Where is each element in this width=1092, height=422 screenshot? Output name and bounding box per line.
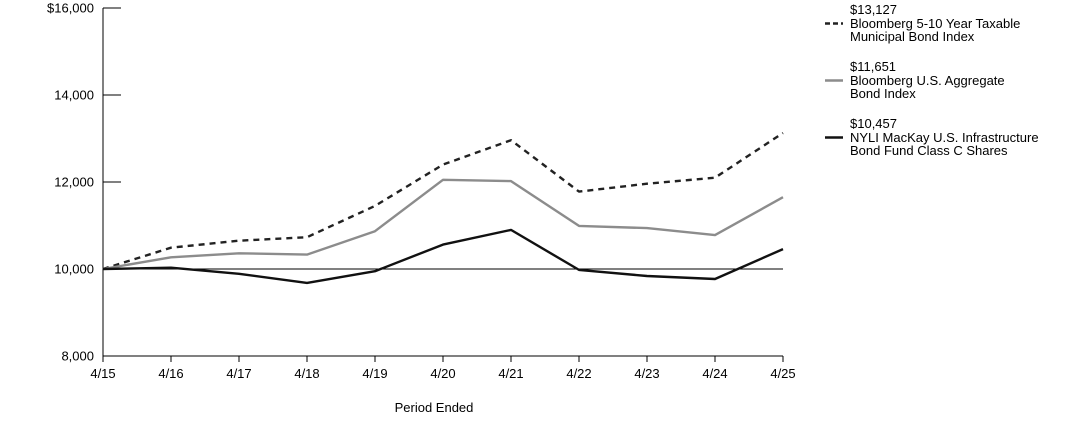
x-tick-label: 4/22 <box>566 366 591 381</box>
legend-label: NYLI MacKay U.S. Infrastructure <box>850 130 1039 145</box>
y-tick-label: 8,000 <box>61 349 94 364</box>
x-tick-label: 4/21 <box>498 366 523 381</box>
x-tick-label: 4/18 <box>294 366 319 381</box>
x-axis-title: Period Ended <box>395 400 474 415</box>
series-line-1 <box>102 131 784 271</box>
legend-label: Bloomberg 5-10 Year Taxable <box>850 16 1020 31</box>
legend-label: Municipal Bond Index <box>850 29 975 44</box>
x-tick-label: 4/16 <box>158 366 183 381</box>
series-line-2 <box>102 178 784 271</box>
legend-label: Bond Fund Class C Shares <box>850 143 1008 158</box>
x-tick-label: 4/23 <box>634 366 659 381</box>
series-line-3 <box>102 228 784 285</box>
legend-end-value: $13,127 <box>850 2 897 17</box>
x-tick-label: 4/17 <box>226 366 251 381</box>
x-tick-label: 4/20 <box>430 366 455 381</box>
legend-label: Bloomberg U.S. Aggregate <box>850 73 1005 88</box>
y-tick-label: $16,000 <box>47 1 94 16</box>
x-tick-label: 4/15 <box>90 366 115 381</box>
legend-end-value: $11,651 <box>850 59 896 74</box>
y-tick-label: 10,000 <box>54 262 94 277</box>
series-lines <box>102 131 784 285</box>
x-tick-label: 4/19 <box>362 366 387 381</box>
x-tick-label: 4/24 <box>702 366 727 381</box>
y-tick-label: 14,000 <box>54 88 94 103</box>
legend-label: Bond Index <box>850 86 916 101</box>
x-tick-label: 4/25 <box>770 366 795 381</box>
y-tick-label: 12,000 <box>54 175 94 190</box>
legend-end-value: $10,457 <box>850 116 897 131</box>
axes: 8,000 10,000 12,000 14,000 $16,000 4/15 4/16 4/… <box>47 1 796 382</box>
